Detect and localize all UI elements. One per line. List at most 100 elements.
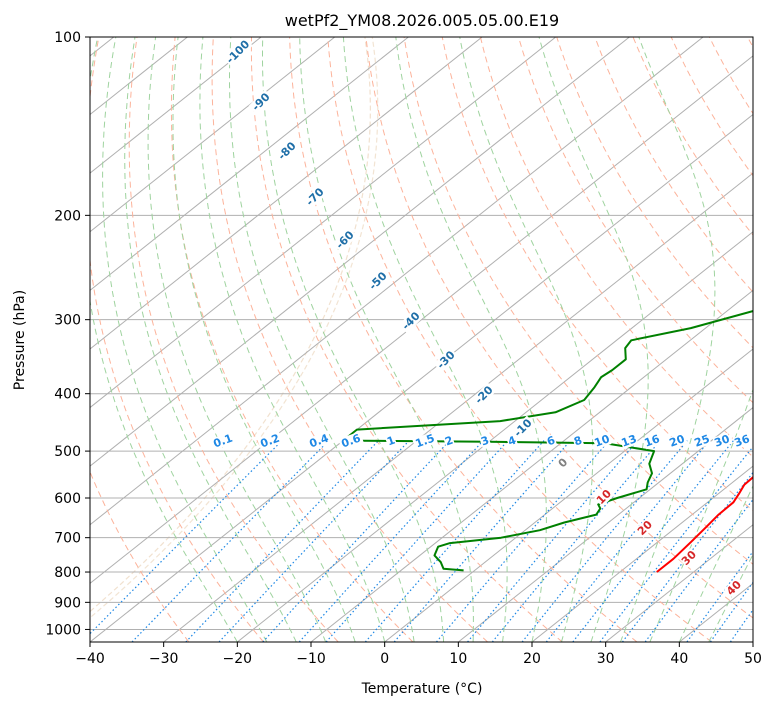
dry-adiabat-label-bg bbox=[594, 487, 614, 507]
y-tick-label: 600 bbox=[54, 491, 81, 507]
mixing-ratio-label-group: 4 bbox=[505, 433, 519, 449]
dry-adiabat-line bbox=[90, 37, 264, 642]
mixing-ratio-label-group: 1 bbox=[384, 434, 398, 448]
isotherm-label-bg bbox=[365, 268, 391, 294]
mixing-ratio-line bbox=[709, 581, 753, 642]
isotherm-line bbox=[90, 37, 704, 526]
mixing-ratio-label-bg bbox=[712, 432, 732, 450]
mixing-ratio-line bbox=[572, 440, 734, 642]
dry-adiabat-line bbox=[518, 37, 753, 404]
mixing-ratio-line bbox=[90, 440, 283, 635]
sounding-series bbox=[342, 310, 753, 573]
mixing-ratio-label-bg bbox=[306, 431, 332, 451]
mixing-ratio-line bbox=[393, 440, 571, 642]
isotherm-line bbox=[90, 37, 557, 409]
reference-curve bbox=[90, 37, 372, 613]
reference-curve bbox=[90, 37, 379, 619]
isotherm-label-bg bbox=[274, 138, 300, 164]
dry-adiabat-line bbox=[211, 37, 488, 642]
mixing-ratio-label: 25 bbox=[693, 432, 712, 449]
isotherm-line bbox=[90, 37, 630, 467]
mixing-ratio-label-bg bbox=[571, 433, 585, 449]
x-tick-label: 10 bbox=[449, 651, 467, 667]
dry-adiabat-line bbox=[556, 37, 753, 349]
y-tick-label: 900 bbox=[54, 595, 81, 611]
plot-area: -100-90-80-70-60-50-40-30-20-10010203040… bbox=[90, 37, 753, 642]
moist-adiabat-line bbox=[229, 37, 415, 642]
mixing-ratio-label: 36 bbox=[733, 432, 752, 450]
mixing-ratio-label: 0.1 bbox=[212, 432, 235, 451]
mixing-ratio-label-bg bbox=[505, 433, 519, 449]
isotherm-label-bg bbox=[248, 89, 274, 115]
moist-adiabat-line bbox=[147, 37, 327, 642]
mixing-ratio-label-group: 13 bbox=[619, 432, 639, 450]
mixing-ratio-lines bbox=[90, 440, 753, 642]
mixing-ratio-line bbox=[521, 440, 688, 642]
mixing-ratio-label-group: 6 bbox=[544, 433, 558, 448]
dry-adiabat-lines bbox=[90, 37, 753, 642]
moist-adiabat-line bbox=[299, 37, 474, 642]
x-tick-label: 40 bbox=[670, 651, 688, 667]
moist-adiabat-line bbox=[199, 37, 386, 642]
mixing-ratio-label-group: 1.5 bbox=[412, 431, 438, 451]
dry-adiabat-line bbox=[632, 37, 753, 236]
isotherm-line bbox=[237, 231, 753, 642]
dry-adiabat-line bbox=[170, 37, 414, 642]
mixing-ratio-line bbox=[298, 440, 484, 642]
mixing-ratio-label: 2 bbox=[443, 434, 455, 449]
dry-adiabat-line bbox=[441, 37, 753, 512]
mixing-ratio-label-bg bbox=[619, 432, 639, 450]
y-tick-label: 100 bbox=[54, 30, 81, 46]
mixing-ratio-label: 20 bbox=[668, 432, 687, 450]
isotherm-line bbox=[90, 37, 483, 350]
isotherm-label-bg bbox=[398, 308, 424, 334]
mixing-ratio-label-bg bbox=[338, 431, 364, 451]
dry-adiabat-line bbox=[365, 37, 753, 619]
plot-frame bbox=[89, 36, 754, 643]
moist-adiabat-line bbox=[649, 388, 753, 642]
x-tick-label: 0 bbox=[380, 651, 389, 667]
isotherm-label-bg bbox=[510, 415, 536, 441]
dewpoint-line bbox=[342, 310, 753, 572]
isotherm-line bbox=[90, 37, 262, 174]
mixing-ratio-label: 4 bbox=[506, 433, 518, 448]
isotherm-lines bbox=[90, 37, 753, 642]
isotherm-line bbox=[458, 406, 753, 642]
mixing-ratio-label-bg bbox=[667, 432, 687, 450]
mixing-ratio-label-group: 2 bbox=[442, 434, 456, 449]
isotherm-label-bg bbox=[302, 184, 328, 210]
dry-adiabat-label-bg bbox=[724, 578, 744, 598]
mixing-ratio-line bbox=[686, 550, 753, 642]
mixing-ratio-line bbox=[599, 445, 753, 642]
x-tick-label: 20 bbox=[523, 651, 541, 667]
isotherm-line bbox=[90, 113, 753, 642]
mixing-ratio-label-group: 30 bbox=[712, 432, 732, 450]
mixing-ratio-line bbox=[364, 440, 545, 642]
y-tick-label: 200 bbox=[54, 208, 81, 224]
mixing-ratio-label-bg bbox=[257, 431, 283, 451]
mixing-ratio-label: 3 bbox=[479, 434, 491, 449]
mixing-ratio-label-group: 20 bbox=[667, 432, 687, 450]
axes: −40 −30 −20 −10 0 10 20 30 40 5010020030040050060… bbox=[45, 30, 762, 667]
y-axis-title: Pressure (hPa) bbox=[12, 290, 28, 390]
mixing-ratio-label-bg bbox=[642, 432, 662, 450]
mixing-ratio-line bbox=[131, 440, 330, 642]
x-axis-title: Temperature (°C) bbox=[361, 681, 483, 697]
isotherm-line bbox=[163, 172, 753, 642]
isotherm-line bbox=[90, 37, 336, 233]
dry-adiabat-line bbox=[250, 37, 563, 642]
mixing-ratio-label: 8 bbox=[572, 434, 584, 449]
mixing-ratio-label: 13 bbox=[620, 432, 639, 449]
isotherm-label-bg bbox=[433, 347, 459, 373]
mixing-ratio-label-group: 0.2 bbox=[257, 431, 283, 451]
y-tick-label: 500 bbox=[54, 444, 81, 460]
mixing-ratio-label: 0.2 bbox=[259, 432, 282, 451]
mixing-ratio-label-group: 36 bbox=[732, 432, 752, 450]
y-tick-label: 800 bbox=[54, 565, 81, 581]
x-tick-label: −10 bbox=[296, 651, 326, 667]
mixing-ratio-label-group: 8 bbox=[571, 433, 585, 449]
chart-title: wetPf2_YM08.2026.005.05.00.E19 bbox=[285, 11, 559, 31]
y-tick-label: 700 bbox=[54, 531, 81, 547]
mixing-ratio-label: 16 bbox=[643, 432, 662, 450]
